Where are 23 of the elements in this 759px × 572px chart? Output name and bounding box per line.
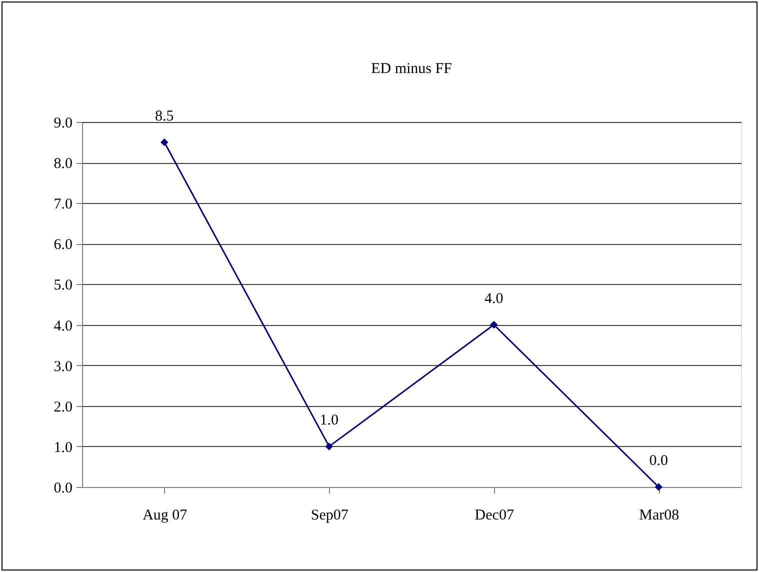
y-tick-label: 3.0 [54,358,72,375]
point [654,483,662,491]
x-tick-label: Mar08 [639,508,680,524]
point [490,320,498,329]
y-tick-label: 9.0 [54,116,72,132]
point [325,442,333,450]
y-tick-label: 5.0 [54,278,72,294]
point [160,138,168,146]
chart-title: ED minus FF [371,61,452,77]
y-tick-label: 1.0 [54,440,72,456]
x-tick-label: Aug 07 [142,508,188,524]
y-tick-label: 8.0 [54,156,72,172]
y-tick-label: 2.0 [54,399,72,416]
y-tick-label: 4.0 [54,318,72,334]
y-tick-label: 7.0 [54,196,72,213]
x-tick-label: Sep07 [310,508,349,524]
data-label: 4.0 [484,290,504,307]
data-label: 8.5 [155,108,174,124]
y-tick-label: 6.0 [54,237,72,254]
y-tick-label: 0.0 [54,480,72,496]
x-tick-label: Dec07 [474,508,514,524]
data-label: 0.0 [649,453,668,469]
data-label: 1.0 [320,412,338,428]
